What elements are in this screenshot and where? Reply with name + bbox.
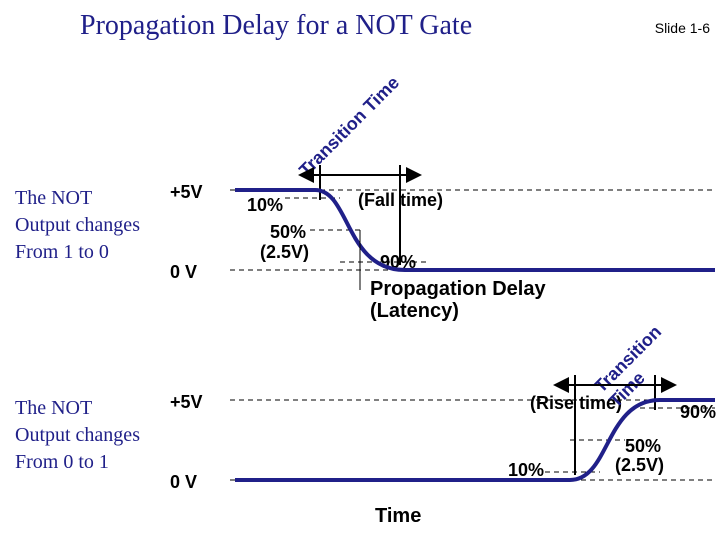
plot-svg [0, 0, 720, 540]
